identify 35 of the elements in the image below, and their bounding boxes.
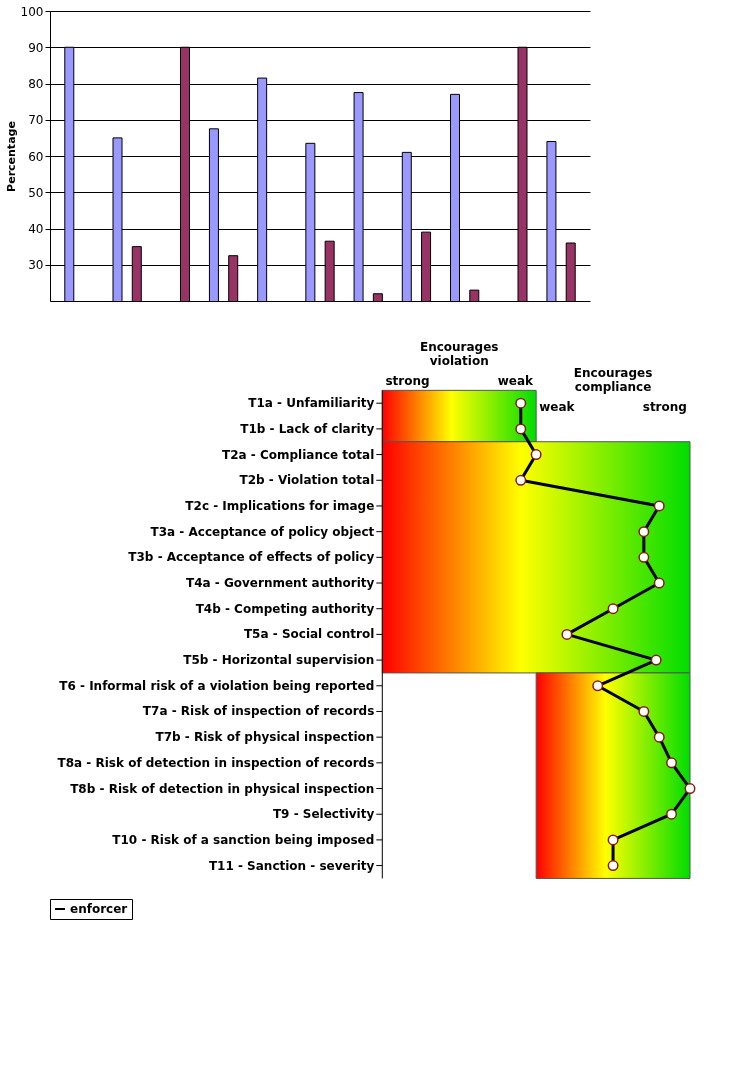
y-tick-label: T10 - Risk of a sanction being imposed xyxy=(112,832,375,847)
y-tick-label: 100 xyxy=(20,4,44,19)
y-tick-label: T1b - Lack of clarity xyxy=(240,421,375,436)
y-tick-label: T6 - Informal risk of a violation being reported xyxy=(59,678,375,693)
y-tick-label: 30 xyxy=(28,258,44,273)
text: weak xyxy=(497,374,535,389)
y-tick-label: T8b - Risk of detection in physical inspection xyxy=(70,781,375,796)
annotation: strong xyxy=(642,400,687,415)
y-tick-label: 90 xyxy=(28,40,44,55)
y-axis-title: Percentage xyxy=(4,121,18,192)
y-tick-label: T3b - Acceptance of effects of policy xyxy=(128,550,375,565)
y-tick-label: T2a - Compliance total xyxy=(221,447,375,462)
y-tick-label: 60 xyxy=(28,149,44,164)
band-label: Encourages violation xyxy=(419,340,499,369)
y-tick-label: T3a - Acceptance of policy object xyxy=(150,524,375,539)
y-tick-label: T4a - Government authority xyxy=(185,576,375,591)
y-tick-label: T9 - Selectivity xyxy=(272,807,375,822)
y-tick-label: 70 xyxy=(28,113,44,128)
y-tick-label: T2c - Implications for image xyxy=(185,498,375,513)
y-tick-label: T1a - Unfamiliarity xyxy=(248,396,375,411)
text: strong xyxy=(385,374,430,389)
y-tick-label: T4b - Competing authority xyxy=(195,601,375,616)
y-tick-label: T8a - Risk of detection in inspection of records xyxy=(57,755,375,770)
y-tick-label: T7b - Risk of physical inspection xyxy=(155,730,375,745)
y-tick-label: T2b - Violation total xyxy=(239,473,375,488)
y-tick-label: 50 xyxy=(28,185,44,200)
y-tick-label: T11 - Sanction - severity xyxy=(208,858,375,873)
annotation: Encourages compliance xyxy=(573,366,653,395)
y-tick-label: 40 xyxy=(28,222,44,236)
annotation: weak xyxy=(539,400,576,415)
y-tick-label: T5a - Social control xyxy=(243,627,375,642)
y-tick-label: 80 xyxy=(28,77,44,91)
legend-label: enforcer xyxy=(70,902,128,916)
y-tick-label: T7a - Risk of inspection of records xyxy=(142,704,375,719)
y-tick-label: T5b - Horizontal supervision xyxy=(183,653,375,668)
